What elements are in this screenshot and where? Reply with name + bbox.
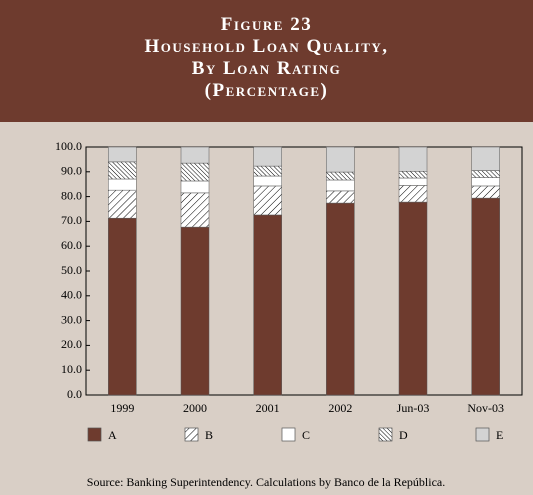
x-tick-label: 2001 [256,401,280,415]
y-tick-label: 40.0 [61,288,82,302]
bar-segment [253,185,282,216]
bar-segment [326,179,355,192]
bar-segment [398,185,428,203]
bar-segment [471,146,500,171]
legend-label: D [399,428,408,442]
bar-segment [180,192,210,228]
x-tick-label: 2000 [183,401,207,415]
legend-swatch [87,427,102,442]
legend-label: E [496,428,503,442]
y-tick-label: 80.0 [61,188,82,202]
bar-segment [180,226,210,396]
legend-swatch [475,427,490,442]
legend-label: C [302,428,310,442]
y-tick-label: 60.0 [61,238,82,252]
bar-segment [253,146,282,167]
bar-segment [471,185,500,199]
legend-swatch [184,427,199,442]
y-tick-label: 20.0 [61,337,82,351]
bar-segment [398,201,428,396]
x-tick-label: Nov-03 [467,401,504,415]
bar-segment [326,190,355,204]
x-tick-label: 1999 [110,401,134,415]
bar-segment [253,214,282,396]
title-line: Figure 23 [220,14,313,35]
bar-segment [108,217,137,396]
title-line: Household Loan Quality, [144,36,389,57]
plot-frame [85,146,523,396]
bar-segment [253,175,282,187]
chart: Source: Banking Superintendency. Calcula… [55,139,523,489]
bar-segment [108,189,137,219]
source-note: Source: Banking Superintendency. Calcula… [87,475,445,489]
legend-swatch [281,427,296,442]
bar-segment [471,197,500,396]
y-tick-label: 100.0 [55,139,82,153]
bar-segment [108,161,137,180]
title-line: (Percentage) [204,80,329,101]
y-tick-label: 70.0 [61,213,82,227]
y-tick-label: 90.0 [61,164,82,178]
bar-segment [398,146,428,172]
y-tick-label: 50.0 [61,263,82,277]
bar-segment [326,146,355,173]
legend-swatch [378,427,393,442]
bar-segment [398,171,428,179]
bar-segment [471,177,500,187]
bar-segment [180,180,210,194]
legend-label: A [108,428,117,442]
x-tick-label: Jun-03 [397,401,430,415]
bar-segment [108,146,137,163]
bar-segment [398,177,428,186]
y-tick-label: 10.0 [61,362,82,376]
bar-segment [180,162,210,182]
bar-segment [180,146,210,164]
bar-segment [471,170,500,178]
bar-segment [326,171,355,181]
bar-segment [108,178,137,191]
figure-header: Figure 23 Household Loan Quality, By Loa… [0,0,533,122]
bar-segment [253,165,282,177]
title-line: By Loan Rating [191,58,342,79]
y-tick-label: 0.0 [67,387,82,401]
bar-segment [326,202,355,396]
x-tick-label: 2002 [328,401,352,415]
y-tick-label: 30.0 [61,312,82,326]
legend-label: B [205,428,213,442]
